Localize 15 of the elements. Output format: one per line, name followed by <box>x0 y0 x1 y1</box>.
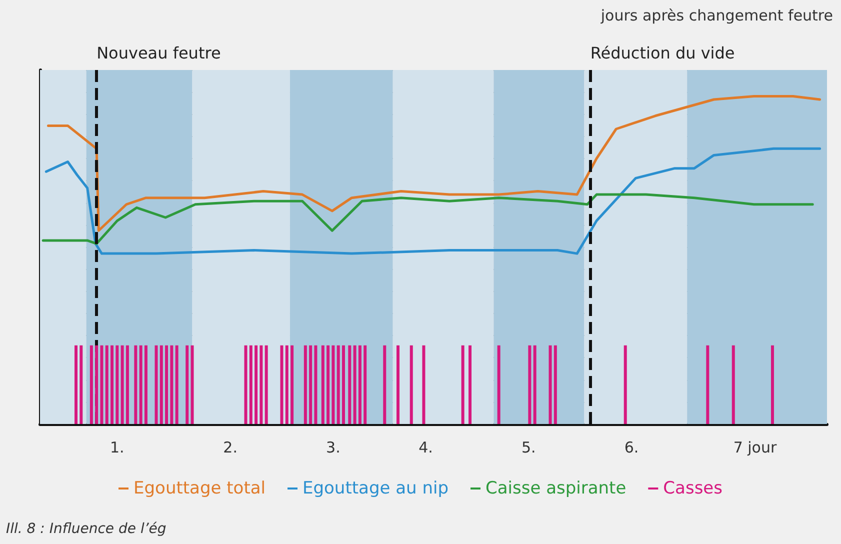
legend-label: Caisse aspirante <box>485 478 626 498</box>
legend-label: Casses <box>663 478 723 498</box>
x-tick-label: 1. <box>110 438 124 456</box>
x-tick-label: 7 jour <box>733 438 778 456</box>
legend-label: Egouttage au nip <box>302 478 448 498</box>
legend-label: Egouttage total <box>134 478 266 498</box>
ref-line-label: Réduction du vide <box>590 44 735 62</box>
text: Ill. 8 : Influence de l’ég <box>6 521 166 537</box>
text: jours après changement feutre <box>600 6 834 24</box>
x-tick-label: 3. <box>326 438 340 456</box>
ref-line-label: Nouveau feutre <box>96 44 221 62</box>
x-tick-label: 6. <box>624 438 639 456</box>
x-tick-label: 2. <box>223 438 238 456</box>
x-tick-label: 4. <box>418 438 433 456</box>
x-tick-label: 5. <box>522 438 536 456</box>
